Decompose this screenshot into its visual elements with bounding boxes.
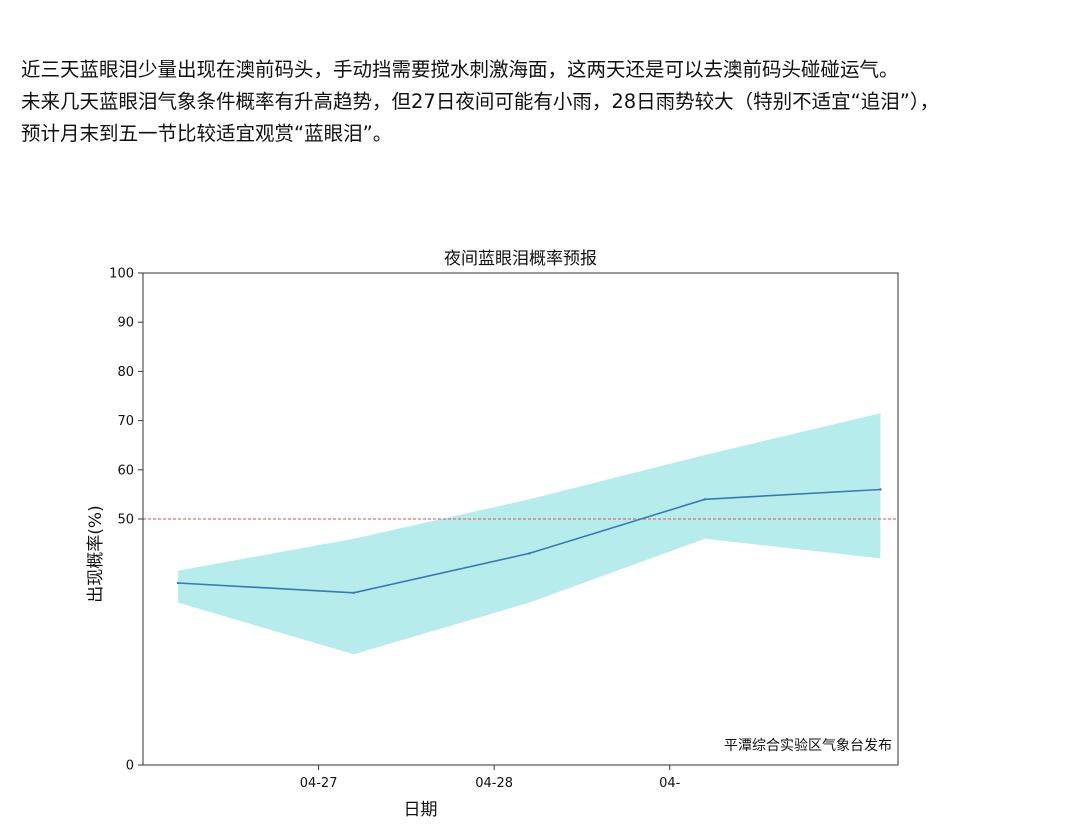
x-tick-label: 04- xyxy=(659,776,681,791)
data-point xyxy=(879,488,882,491)
data-point xyxy=(352,591,355,594)
intro-line-1: 近三天蓝眼泪少量出现在澳前码头，手动挡需要搅水刺激海面，这两天还是可以去澳前码头… xyxy=(21,58,899,81)
y-tick-label: 60 xyxy=(117,463,134,478)
y-tick-label: 100 xyxy=(109,267,134,282)
chart-container: 0 50 60 70 80 90 100 04-27 04-28 04- 夜间蓝眼泪概率预报日期 出现… xyxy=(0,230,1080,822)
publisher-annotation: 平潭综合实验区气象台发布 xyxy=(724,737,892,754)
x-tick-label: 04-27 xyxy=(300,776,338,791)
x-axis-label: 日期 xyxy=(404,800,438,820)
intro-line-3: 预计月末到五一节比较适宜观赏“蓝眼泪”。 xyxy=(21,122,393,145)
data-point xyxy=(528,552,531,555)
intro-line-2: 未来几天蓝眼泪气象条件概率有升高趋势，但27日夜间可能有小雨，28日雨势较大（特… xyxy=(21,90,940,113)
y-tick-label: 90 xyxy=(117,316,134,331)
y-tick-label: 80 xyxy=(117,365,134,380)
y-axis-label: 出现概率(%) xyxy=(86,505,106,602)
intro-text: 近三天蓝眼泪少量出现在澳前码头，手动挡需要搅水刺激海面，这两天还是可以去澳前码头… xyxy=(21,54,1071,150)
y-tick-label: 50 xyxy=(117,513,134,528)
confidence-band xyxy=(178,413,881,655)
y-tick-label: 0 xyxy=(126,759,134,774)
data-point xyxy=(176,581,180,585)
data-point xyxy=(703,498,707,501)
x-tick-label: 04-28 xyxy=(475,776,513,791)
chart-title: 夜间蓝眼泪概率预报 xyxy=(444,249,597,269)
y-tick-label: 70 xyxy=(117,414,134,429)
